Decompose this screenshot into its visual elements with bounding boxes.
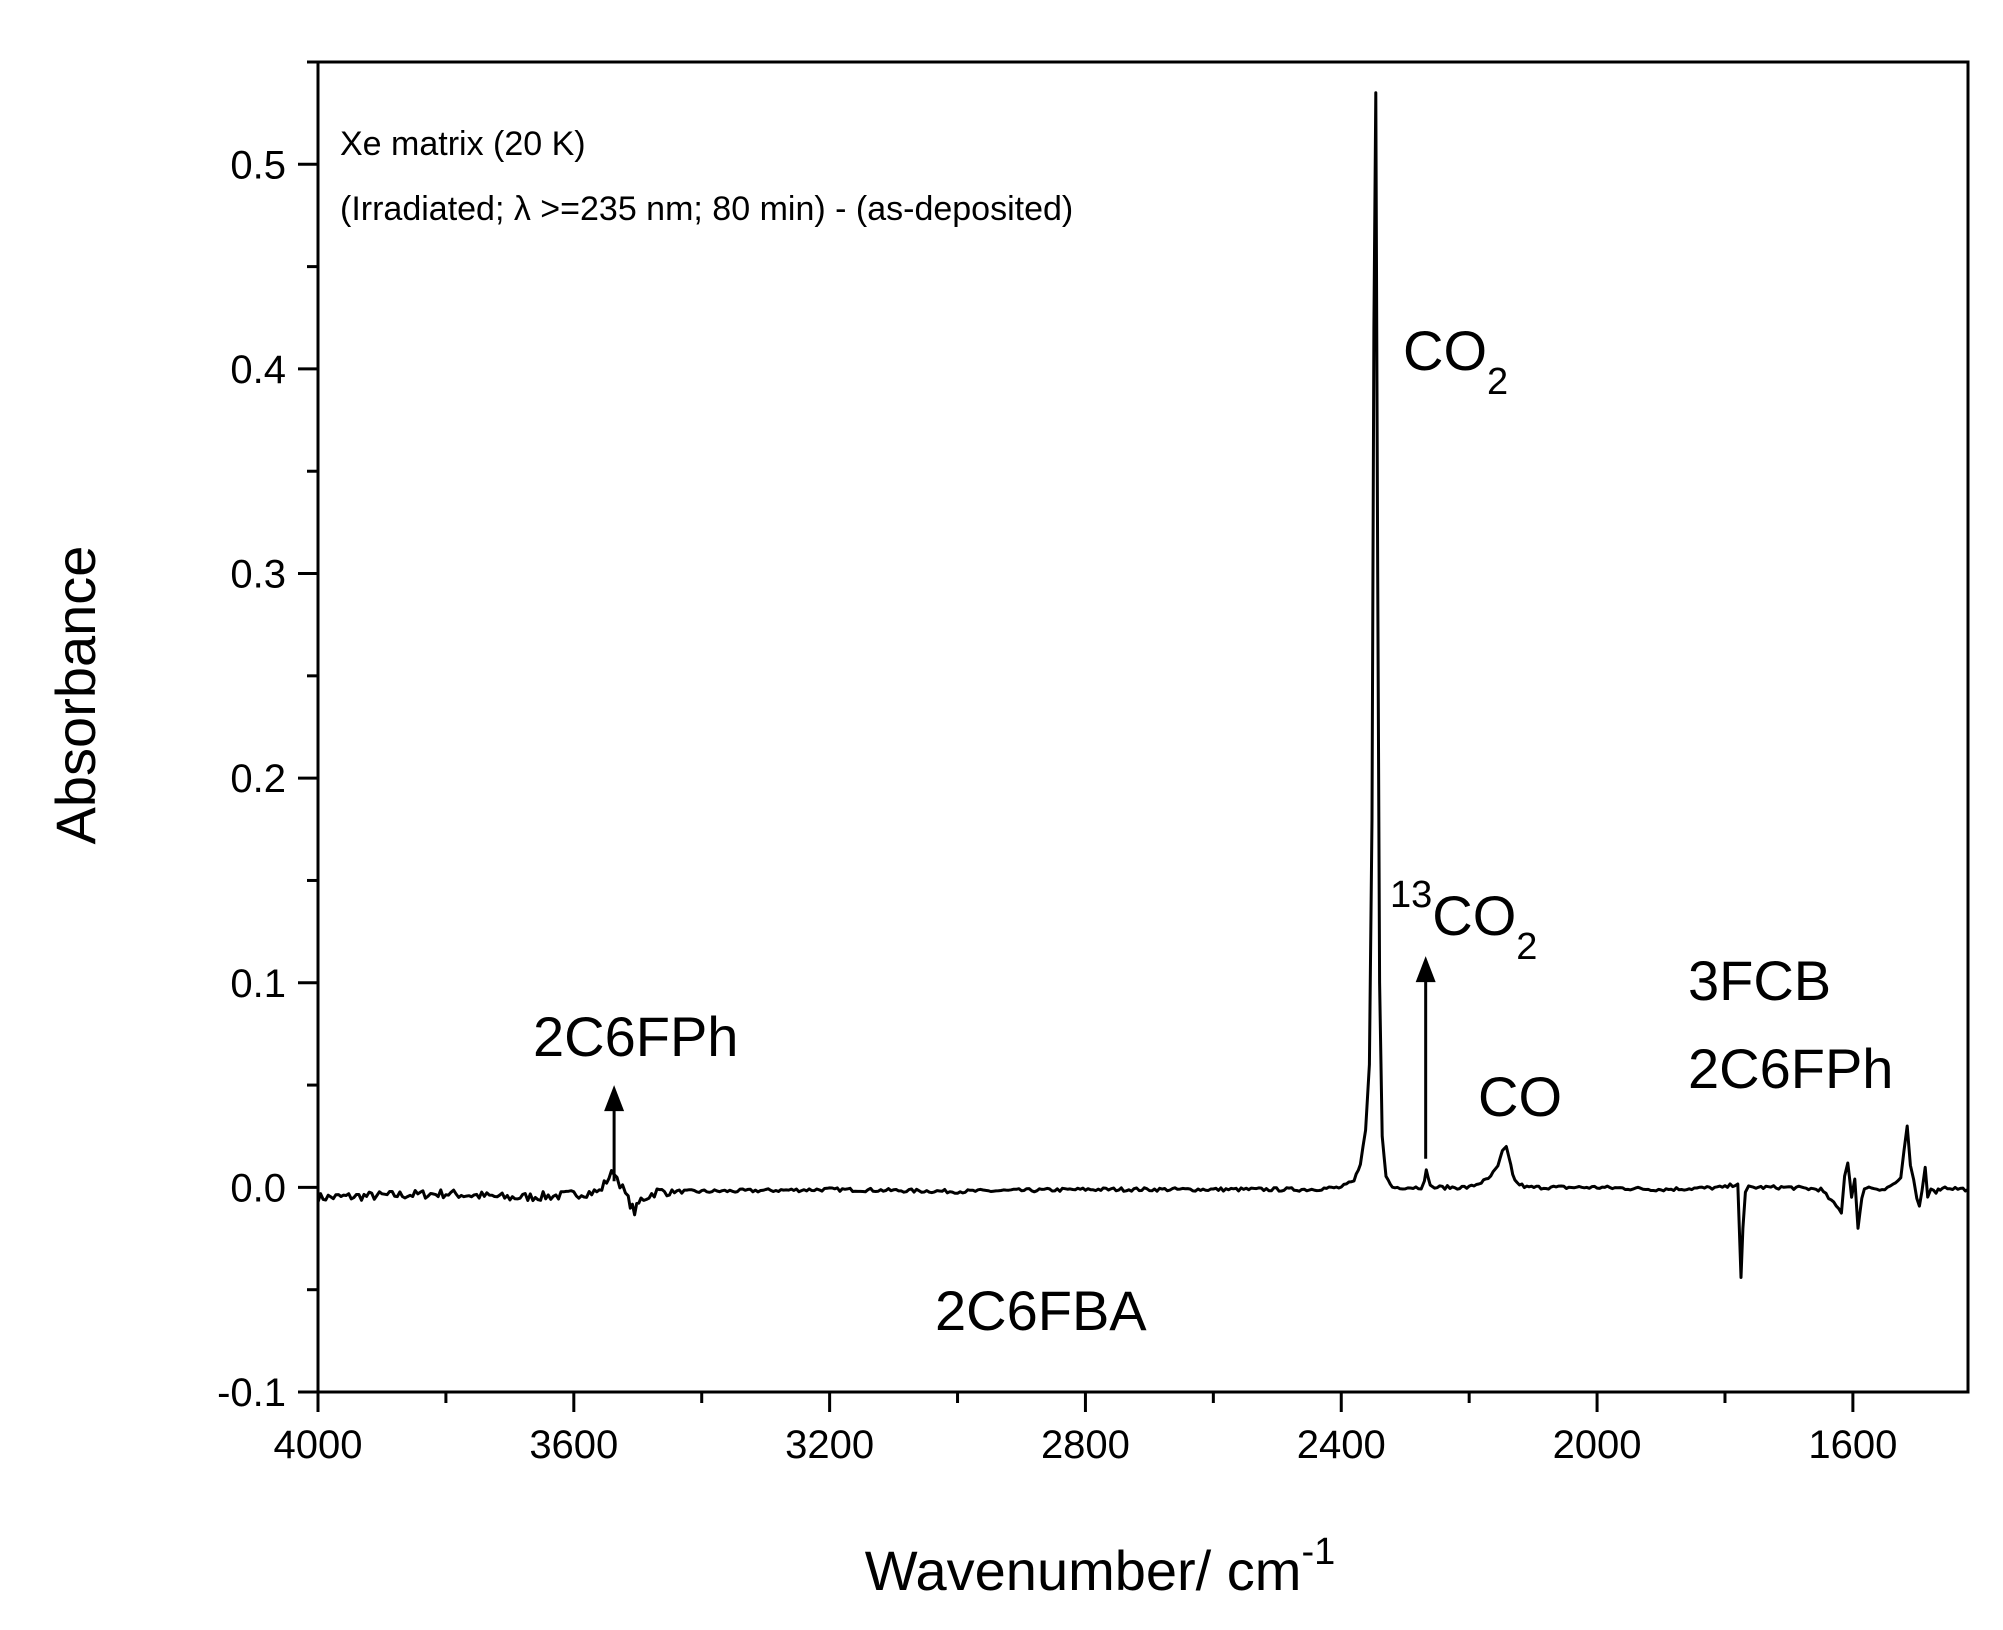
fba-label: 2C6FBA	[935, 1279, 1147, 1342]
x-tick-label: 2000	[1553, 1423, 1642, 1467]
y-axis-ticks: -0.1 0.0 0.1 0.2 0.3 0.4 0.5	[217, 60, 318, 1415]
x-tick-label: 2800	[1041, 1423, 1130, 1467]
co2-13-label-sub: 2	[1516, 926, 1537, 968]
arrow-head	[1415, 956, 1436, 983]
ph-left-label: 2C6FPh	[533, 1005, 738, 1068]
x-tick-label: 2400	[1297, 1423, 1386, 1467]
co-label: CO	[1478, 1065, 1562, 1128]
arrow-head	[604, 1085, 625, 1112]
y-tick-label: -0.1	[217, 1371, 286, 1415]
x-axis-title: Wavenumber/ cm-1	[865, 1531, 1336, 1602]
co2-13-label-sup: 13	[1390, 874, 1432, 916]
y-tick-label: 0.3	[230, 553, 286, 597]
y-tick-label: 0.2	[230, 757, 286, 801]
x-tick-label: 3200	[785, 1423, 874, 1467]
co2-label-sub: 2	[1487, 361, 1508, 403]
y-tick-label: 0.1	[230, 962, 286, 1006]
co2-label: CO2	[1403, 319, 1508, 403]
y-tick-label: 0.0	[230, 1166, 286, 1210]
spectrum-line	[316, 91, 1969, 1279]
y-axis-title: Absorbance	[44, 546, 107, 845]
ph-right-label: 2C6FPh	[1688, 1037, 1893, 1100]
matrix-note: Xe matrix (20 K)	[340, 125, 586, 163]
x-axis-title-sup: -1	[1301, 1531, 1335, 1573]
x-tick-label: 4000	[274, 1423, 363, 1467]
peak-arrows	[604, 956, 1436, 1182]
co2-13-label-main: CO	[1432, 884, 1516, 947]
x-tick-label: 1600	[1808, 1423, 1897, 1467]
x-tick-label: 3600	[529, 1423, 618, 1467]
plot-frame	[316, 60, 1970, 1394]
y-tick-label: 0.5	[230, 143, 286, 187]
co2-13-label: 13CO2	[1390, 874, 1537, 968]
fcb-label: 3FCB	[1688, 949, 1831, 1012]
x-axis-ticks: 4000 3600 3200 2800 2400 2000 1600	[274, 1392, 1897, 1467]
y-tick-label: 0.4	[230, 348, 286, 392]
co2-label-main: CO	[1403, 319, 1487, 382]
irradiation-note: (Irradiated; λ >=235 nm; 80 min) - (as-d…	[340, 190, 1073, 228]
x-axis-title-main: Wavenumber/ cm	[865, 1539, 1302, 1602]
